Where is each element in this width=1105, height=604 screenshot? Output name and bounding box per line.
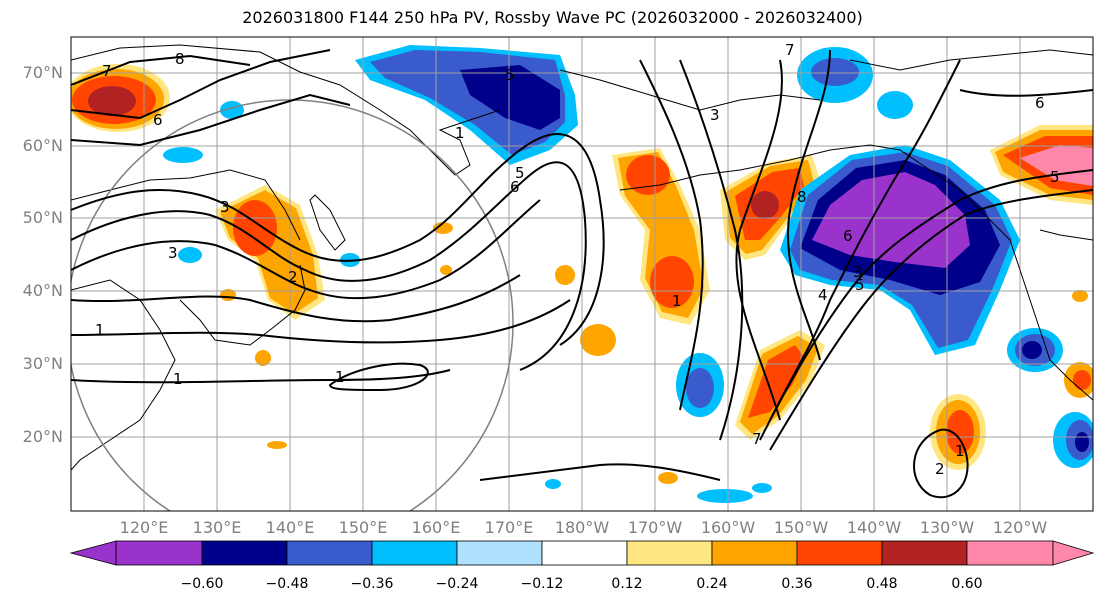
colorbar-cell-8 — [711, 540, 798, 566]
colorbar-tick: −0.12 — [520, 576, 564, 592]
colorbar-tick: −0.24 — [435, 576, 479, 592]
colorbar-tick: −0.36 — [350, 576, 394, 592]
contour-label: 3 — [853, 263, 863, 281]
colorbar-cell-11 — [966, 540, 1054, 566]
lat-label: 30°N — [22, 354, 63, 373]
colorbar — [69, 540, 1095, 566]
contour-label: 3 — [710, 106, 720, 124]
lon-label: 140°E — [265, 518, 315, 537]
colorbar-cell-6 — [541, 540, 628, 566]
contour-label: 2 — [935, 460, 945, 478]
pv-contours — [71, 49, 1093, 499]
lat-label: 50°N — [22, 208, 63, 227]
contour-label: 5 — [515, 164, 525, 182]
lon-label: 150°E — [338, 518, 388, 537]
lon-label: 180°W — [554, 518, 610, 537]
lon-label: 170°E — [484, 518, 534, 537]
lon-label: 150°W — [773, 518, 829, 537]
contour-label: 1 — [173, 370, 183, 388]
contour-label: 8 — [175, 50, 185, 68]
contour-label: 6 — [1035, 94, 1045, 112]
lat-label: 20°N — [22, 427, 63, 446]
contour-label: 1 — [955, 442, 965, 460]
colorbar-cell-5 — [456, 540, 543, 566]
coastlines — [71, 44, 1093, 471]
contour-labels: 8 7 6 3 1 1 1 6 5 5 3 7 3 8 6 3 4 5 1 1 … — [95, 41, 1060, 478]
lat-label: 60°N — [22, 136, 63, 155]
contour-label: 3 — [220, 198, 230, 216]
colorbar-cell-10 — [881, 540, 968, 566]
lon-label: 140°W — [846, 518, 902, 537]
contour-label: 7 — [752, 430, 762, 448]
contour-label: 7 — [102, 62, 112, 80]
contour-label: 2 — [288, 268, 298, 286]
contour-label: 4 — [818, 286, 828, 304]
contour-label: 3 — [168, 244, 178, 262]
contour-label: 5 — [505, 66, 515, 84]
colorbar-tick: 0.24 — [696, 576, 728, 592]
figure-title: 2026031800 F144 250 hPa PV, Rossby Wave … — [242, 8, 863, 27]
colorbar-cell-2 — [201, 540, 288, 566]
lon-label: 160°E — [411, 518, 461, 537]
contour-label: 1 — [95, 321, 105, 339]
colorbar-cell-3 — [286, 540, 373, 566]
colorbar-tick: 0.12 — [611, 576, 643, 592]
colorbar-cell-0 — [69, 540, 117, 566]
contour-label: 6 — [510, 178, 520, 196]
map-frame — [70, 36, 1094, 512]
lon-label: 120°W — [992, 518, 1048, 537]
contour-label: 8 — [797, 188, 807, 206]
colorbar-tick: 0.60 — [951, 576, 983, 592]
lon-label: 130°W — [919, 518, 975, 537]
colorbar-tick: 0.48 — [866, 576, 898, 592]
lon-label: 160°W — [700, 518, 756, 537]
contour-label: 6 — [153, 111, 163, 129]
colorbar-cell-7 — [626, 540, 713, 566]
contour-label: 1 — [335, 368, 345, 386]
colorbar-tick: 0.36 — [781, 576, 813, 592]
colorbar-tick: −0.48 — [265, 576, 309, 592]
map-area: 8 7 6 3 1 1 1 6 5 5 3 7 3 8 6 3 4 5 1 1 … — [71, 37, 1093, 511]
colorbar-cell-12 — [1052, 540, 1095, 566]
contour-label: 5 — [855, 276, 865, 294]
lon-label: 170°W — [627, 518, 683, 537]
colorbar-tick: −0.60 — [180, 576, 224, 592]
contour-label: 7 — [785, 41, 795, 59]
lat-label: 70°N — [22, 63, 63, 82]
colorbar-cell-1 — [115, 540, 203, 566]
lat-label: 40°N — [22, 281, 63, 300]
contour-label: 1 — [455, 124, 465, 142]
contour-label: 6 — [843, 227, 853, 245]
lon-label: 130°E — [192, 518, 242, 537]
lon-label: 120°E — [119, 518, 169, 537]
contour-label: 5 — [1050, 168, 1060, 186]
colorbar-cell-9 — [796, 540, 883, 566]
colorbar-cell-4 — [371, 540, 458, 566]
contour-label: 1 — [672, 292, 682, 310]
negative-anomalies — [163, 45, 1093, 503]
